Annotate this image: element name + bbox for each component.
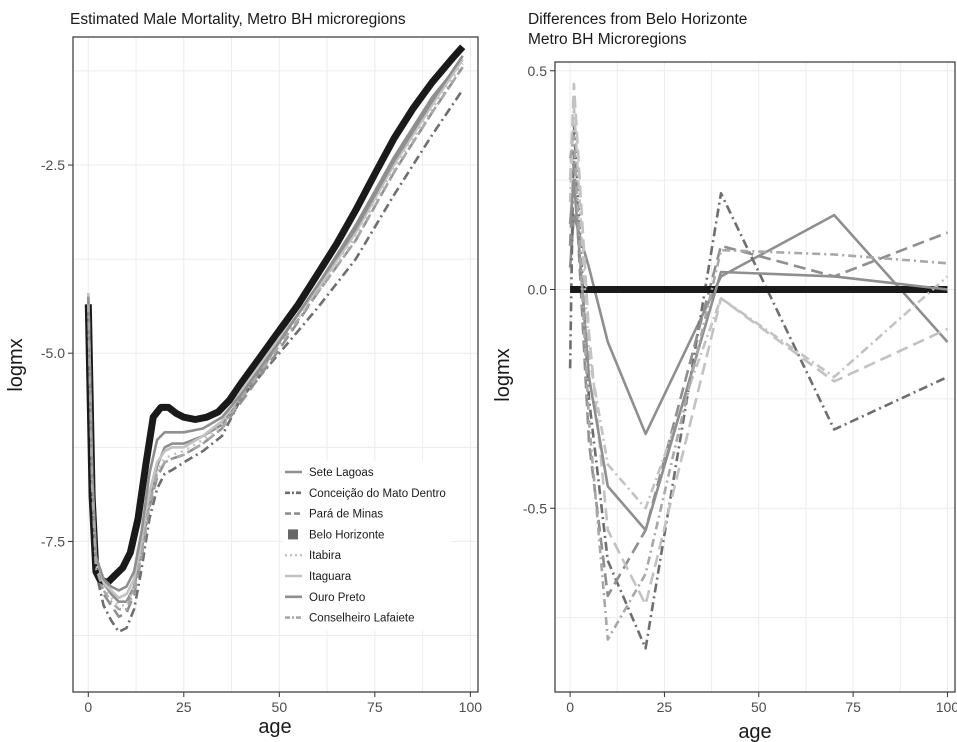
series-line-conceicao-do-mato-dentro — [87, 88, 464, 634]
x-tick-label: 25 — [657, 699, 673, 715]
legend-label-ouro-preto: Ouro Preto — [309, 592, 365, 604]
x-tick-label: 0 — [84, 699, 92, 715]
chart-left-frame — [72, 36, 479, 693]
chart-right-x-label: age — [738, 721, 771, 742]
chart-left-legend: Sete Lagoas Conceição do Mato Dentro Pará … — [283, 461, 451, 631]
x-tick-label: 100 — [936, 699, 957, 715]
series-line-para-de-minas — [87, 66, 464, 618]
series-line-itaguara — [87, 58, 464, 600]
y-tick-label: -2.5 — [41, 157, 65, 173]
y-tick-label: -0.5 — [523, 500, 547, 516]
chart-right-frame — [554, 61, 956, 693]
chart-left-y-label: logmx — [5, 338, 27, 391]
chart-left-y-axis: -2.5 -5.0 -7.5 — [41, 157, 73, 549]
x-tick-label: 0 — [566, 699, 574, 715]
x-tick-label: 25 — [176, 699, 192, 715]
legend-label-belo-horizonte: Belo Horizonte — [309, 529, 384, 541]
series-line-conselheiro-lafaiete — [568, 135, 948, 641]
legend-background — [283, 461, 451, 631]
chart-right-grid — [555, 62, 955, 692]
x-tick-label: 50 — [272, 699, 288, 715]
y-tick-label: -5.0 — [41, 345, 65, 361]
chart-right-x-axis: 0 25 50 75 100 — [566, 692, 957, 715]
chart-left: Estimated Male Mortality, Metro BH micro… — [5, 11, 482, 738]
series-line-ouro-preto — [87, 55, 464, 592]
chart-right-y-label: logmx — [492, 348, 514, 401]
series-line-belo-horizonte — [84, 44, 466, 587]
legend-label-itaguara: Itaguara — [309, 571, 352, 583]
chart-left-series — [84, 44, 466, 634]
chart-right-plot-area — [555, 62, 955, 692]
series-line-itabira — [87, 62, 464, 607]
series-line-itabira — [568, 104, 949, 510]
y-tick-label: 0.0 — [528, 282, 548, 298]
legend-label-conselheiro-lafaiete: Conselheiro Lafaiete — [309, 613, 415, 625]
legend-label-conceicao-do-mato-dentro: Conceição do Mato Dentro — [309, 488, 446, 500]
x-tick-label: 50 — [751, 699, 767, 715]
legend-label-sete-lagoas: Sete Lagoas — [309, 467, 374, 479]
y-tick-label: -7.5 — [41, 533, 65, 549]
chart-left-title: Estimated Male Mortality, Metro BH micro… — [70, 11, 406, 28]
legend-key-belo-horizonte — [288, 529, 298, 540]
chart-right-title: Differences from Belo Horizonte — [528, 11, 747, 28]
chart-left-x-axis: 0 25 50 75 100 — [84, 692, 482, 715]
series-line-ouro-preto — [568, 178, 948, 532]
x-tick-label: 75 — [367, 699, 383, 715]
chart-left-x-label: age — [258, 716, 291, 738]
chart-right: Differences from Belo Horizonte Metro BH… — [492, 11, 957, 742]
legend-label-para-de-minas: Pará de Minas — [309, 509, 383, 521]
y-tick-label: 0.5 — [528, 63, 548, 79]
x-tick-label: 75 — [845, 699, 861, 715]
legend-label-itabira: Itabira — [309, 550, 342, 562]
chart-right-y-axis: 0.5 0.0 -0.5 — [523, 63, 555, 516]
chart-right-series — [568, 82, 949, 650]
series-line-itaguara — [568, 82, 949, 606]
x-tick-label: 100 — [459, 699, 483, 715]
chart-right-subtitle: Metro BH Microregions — [528, 31, 687, 48]
